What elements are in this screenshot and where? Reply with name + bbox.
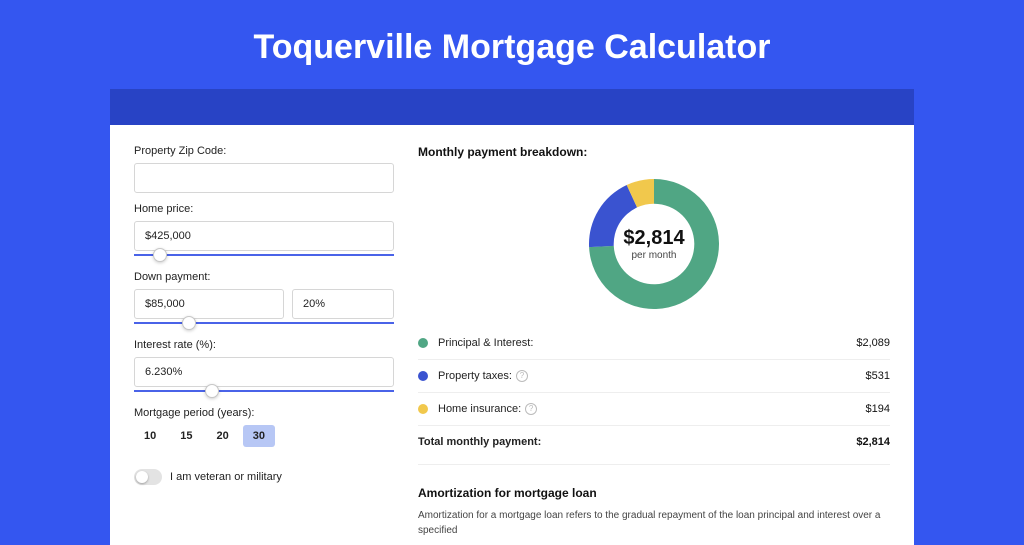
down-payment-slider[interactable] xyxy=(134,317,394,329)
slider-track xyxy=(134,322,394,324)
amortization-text: Amortization for a mortgage loan refers … xyxy=(418,508,890,538)
home-price-label: Home price: xyxy=(134,203,394,215)
legend: Principal & Interest: $2,089 Property taxe… xyxy=(418,327,890,458)
mortgage-period-label: Mortgage period (years): xyxy=(134,407,394,419)
page-title: Toquerville Mortgage Calculator xyxy=(0,0,1024,89)
legend-dot xyxy=(418,404,428,414)
mortgage-period-15[interactable]: 15 xyxy=(170,425,202,447)
results-column: Monthly payment breakdown: $2,814 per mo… xyxy=(418,145,890,525)
veteran-toggle[interactable] xyxy=(134,469,162,485)
legend-dot xyxy=(418,371,428,381)
slider-handle[interactable] xyxy=(205,384,219,398)
mortgage-period-20[interactable]: 20 xyxy=(207,425,239,447)
legend-dot xyxy=(418,338,428,348)
input-column: Property Zip Code: Home price: Down paym… xyxy=(134,145,394,525)
total-value: $2,814 xyxy=(856,436,890,448)
interest-rate-slider[interactable] xyxy=(134,385,394,397)
legend-row: Home insurance:? $194 xyxy=(418,392,890,425)
amortization-title: Amortization for mortgage loan xyxy=(418,471,890,508)
down-payment-percent-input[interactable] xyxy=(292,289,394,319)
breakdown-title: Monthly payment breakdown: xyxy=(418,145,890,169)
zip-input[interactable] xyxy=(134,163,394,193)
slider-handle[interactable] xyxy=(182,316,196,330)
legend-row: Property taxes:? $531 xyxy=(418,359,890,392)
mortgage-period-30[interactable]: 30 xyxy=(243,425,275,447)
mortgage-period-options: 10152030 xyxy=(134,425,394,447)
help-icon[interactable]: ? xyxy=(516,370,528,382)
veteran-label: I am veteran or military xyxy=(170,471,282,483)
down-payment-amount-input[interactable] xyxy=(134,289,284,319)
legend-label: Home insurance: xyxy=(438,403,521,415)
zip-label: Property Zip Code: xyxy=(134,145,394,157)
home-price-slider[interactable] xyxy=(134,249,394,261)
calculator-panel: Property Zip Code: Home price: Down paym… xyxy=(110,125,914,545)
donut-chart: $2,814 per month xyxy=(418,169,890,319)
legend-label: Principal & Interest: xyxy=(438,337,533,349)
slider-handle[interactable] xyxy=(153,248,167,262)
legend-total-row: Total monthly payment: $2,814 xyxy=(418,425,890,458)
help-icon[interactable]: ? xyxy=(525,403,537,415)
interest-rate-input[interactable] xyxy=(134,357,394,387)
secondary-bar xyxy=(110,89,914,125)
legend-value: $531 xyxy=(866,370,890,382)
home-price-input[interactable] xyxy=(134,221,394,251)
legend-row: Principal & Interest: $2,089 xyxy=(418,327,890,359)
legend-label: Property taxes: xyxy=(438,370,512,382)
down-payment-label: Down payment: xyxy=(134,271,394,283)
slider-track xyxy=(134,254,394,256)
interest-rate-label: Interest rate (%): xyxy=(134,339,394,351)
legend-value: $2,089 xyxy=(856,337,890,349)
mortgage-period-10[interactable]: 10 xyxy=(134,425,166,447)
donut-amount: $2,814 xyxy=(623,227,684,250)
legend-value: $194 xyxy=(866,403,890,415)
total-label: Total monthly payment: xyxy=(418,436,541,448)
slider-track xyxy=(134,390,394,392)
donut-sub: per month xyxy=(623,250,684,261)
